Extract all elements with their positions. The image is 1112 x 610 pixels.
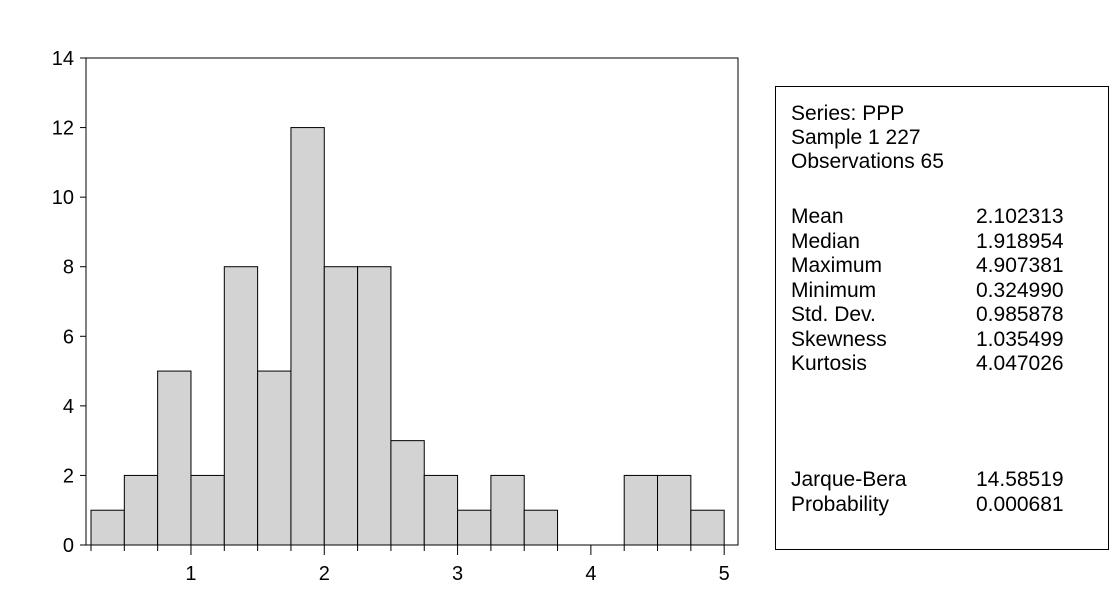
stat-value: 4.907381 bbox=[976, 254, 1064, 277]
stat-label: Skewness bbox=[791, 327, 887, 351]
y-tick-label-14: 14 bbox=[52, 48, 74, 70]
y-tick-label-10: 10 bbox=[52, 187, 74, 209]
stat-label: Minimum bbox=[791, 278, 877, 302]
sample-range: Sample 1 227 bbox=[791, 126, 921, 149]
histogram-bar-0 bbox=[90, 509, 125, 546]
histogram-bar-12 bbox=[490, 474, 525, 546]
stat-value: 4.047026 bbox=[976, 352, 1064, 375]
y-tick-label-0: 0 bbox=[63, 535, 74, 557]
descriptive-stats-panel: Series: PPP Sample 1 227 Observations 65… bbox=[775, 86, 1109, 550]
stat-label: Mean bbox=[791, 205, 844, 228]
y-tick-label-2: 2 bbox=[63, 465, 74, 487]
stat-label: Kurtosis bbox=[791, 352, 867, 375]
stat-label: Jarque-Bera bbox=[791, 468, 907, 491]
histogram-bar-10 bbox=[423, 474, 459, 546]
histogram-bar-8 bbox=[357, 266, 392, 546]
stat-value: 0.985878 bbox=[976, 303, 1064, 326]
x-tick-label-2: 2 bbox=[319, 563, 330, 585]
stat-value: 0.324990 bbox=[976, 278, 1064, 302]
x-tick-label-4: 4 bbox=[585, 563, 596, 585]
series-name: Series: PPP bbox=[791, 102, 905, 125]
stat-value: 2.102313 bbox=[976, 205, 1064, 228]
stat-label: Median bbox=[791, 229, 860, 253]
stat-label: Probability bbox=[791, 492, 890, 516]
histogram-bar-18 bbox=[690, 509, 725, 546]
stat-value: 0.000681 bbox=[976, 492, 1064, 516]
histogram-bar-11 bbox=[457, 509, 492, 546]
histogram-bar-2 bbox=[157, 370, 192, 546]
x-tick-label-3: 3 bbox=[452, 563, 463, 585]
histogram-bar-6 bbox=[290, 127, 325, 546]
histogram-bar-4 bbox=[223, 266, 259, 546]
histogram-bar-3 bbox=[190, 474, 225, 546]
histogram-bar-1 bbox=[123, 474, 159, 546]
stat-label: Maximum bbox=[791, 254, 883, 277]
y-tick-label-8: 8 bbox=[63, 257, 74, 279]
histogram-bar-7 bbox=[323, 266, 359, 546]
stat-label: Std. Dev. bbox=[791, 303, 876, 326]
stat-value: 14.58519 bbox=[976, 468, 1064, 491]
y-tick-label-4: 4 bbox=[63, 396, 74, 418]
stat-value: 1.918954 bbox=[976, 229, 1064, 253]
histogram-bar-16 bbox=[623, 474, 659, 546]
y-tick-label-6: 6 bbox=[63, 326, 74, 348]
histogram-bars bbox=[90, 127, 725, 546]
x-tick-label-5: 5 bbox=[719, 563, 730, 585]
histogram-bar-9 bbox=[390, 440, 425, 546]
observation-count: Observations 65 bbox=[791, 150, 944, 173]
x-tick-label-1: 1 bbox=[185, 563, 196, 585]
histogram-bar-5 bbox=[257, 370, 292, 546]
histogram-bar-17 bbox=[657, 474, 692, 546]
plot-frame bbox=[85, 57, 739, 546]
stat-value: 1.035499 bbox=[976, 327, 1064, 351]
y-tick-label-12: 12 bbox=[52, 118, 74, 140]
histogram-bar-13 bbox=[523, 509, 559, 546]
y-axis: 0 2 4 6 8 10 12 14 bbox=[52, 48, 86, 557]
x-axis: 1 2 3 4 5 bbox=[90, 545, 730, 585]
